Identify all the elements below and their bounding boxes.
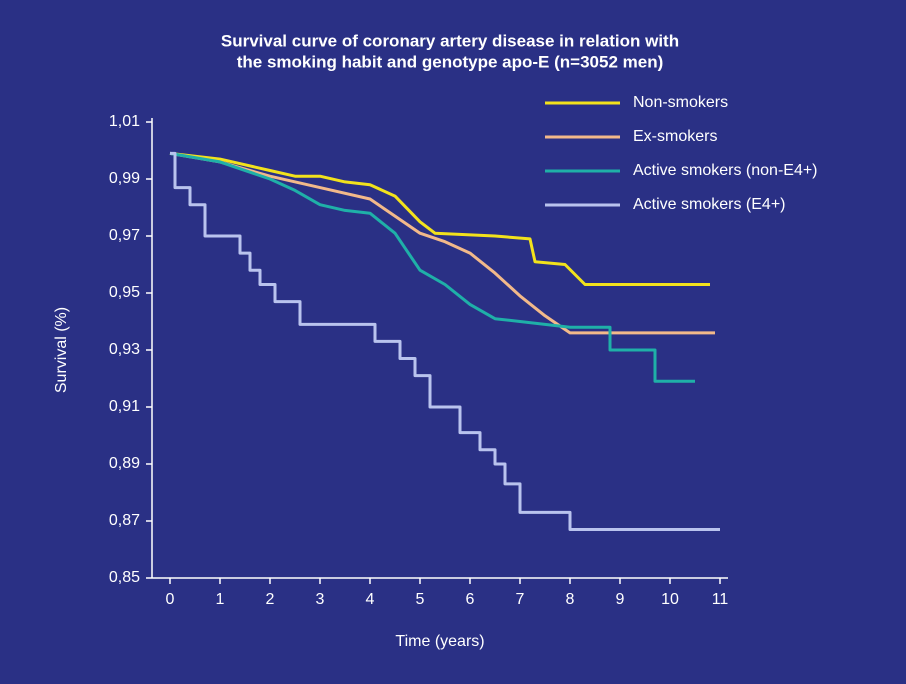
survival-line [169,151,715,335]
survival-line [170,151,720,531]
x-tick-label: 1 [216,591,225,608]
x-tick-label: 3 [316,591,325,608]
y-tick-label: 0,87 [109,512,140,529]
x-tick-label: 2 [266,591,275,608]
y-tick-label: 1,01 [109,113,140,130]
x-tick-label: 0 [166,591,175,608]
y-tick-label: 0,91 [109,398,140,415]
x-tick-label: 5 [416,591,425,608]
y-tick-label: 0,85 [109,569,140,586]
y-tick-label: 0,89 [109,455,140,472]
x-tick-label: 4 [366,591,375,608]
legend-label: Active smokers (non-E4+) [633,162,818,179]
y-tick-label: 0,95 [109,284,140,301]
survival-line [169,151,710,286]
y-tick-label: 0,93 [109,341,140,358]
x-tick-label: 8 [566,591,575,608]
chart-title: the smoking habit and genotype apo-E (n=… [237,52,664,71]
survival-line [169,151,695,383]
legend-label: Ex-smokers [633,128,717,145]
y-tick-label: 0,99 [109,170,140,187]
legend-label: Active smokers (E4+) [633,196,785,213]
x-tick-label: 9 [616,591,625,608]
y-axis-label: Survival (%) [53,307,70,393]
legend-label: Non-smokers [633,94,728,111]
x-axis-label: Time (years) [395,633,484,650]
x-tick-label: 7 [516,591,525,608]
x-tick-label: 11 [712,591,729,608]
x-tick-label: 6 [466,591,475,608]
y-tick-label: 0,97 [109,227,140,244]
chart-title: Survival curve of coronary artery diseas… [221,31,679,50]
x-tick-label: 10 [661,591,679,608]
